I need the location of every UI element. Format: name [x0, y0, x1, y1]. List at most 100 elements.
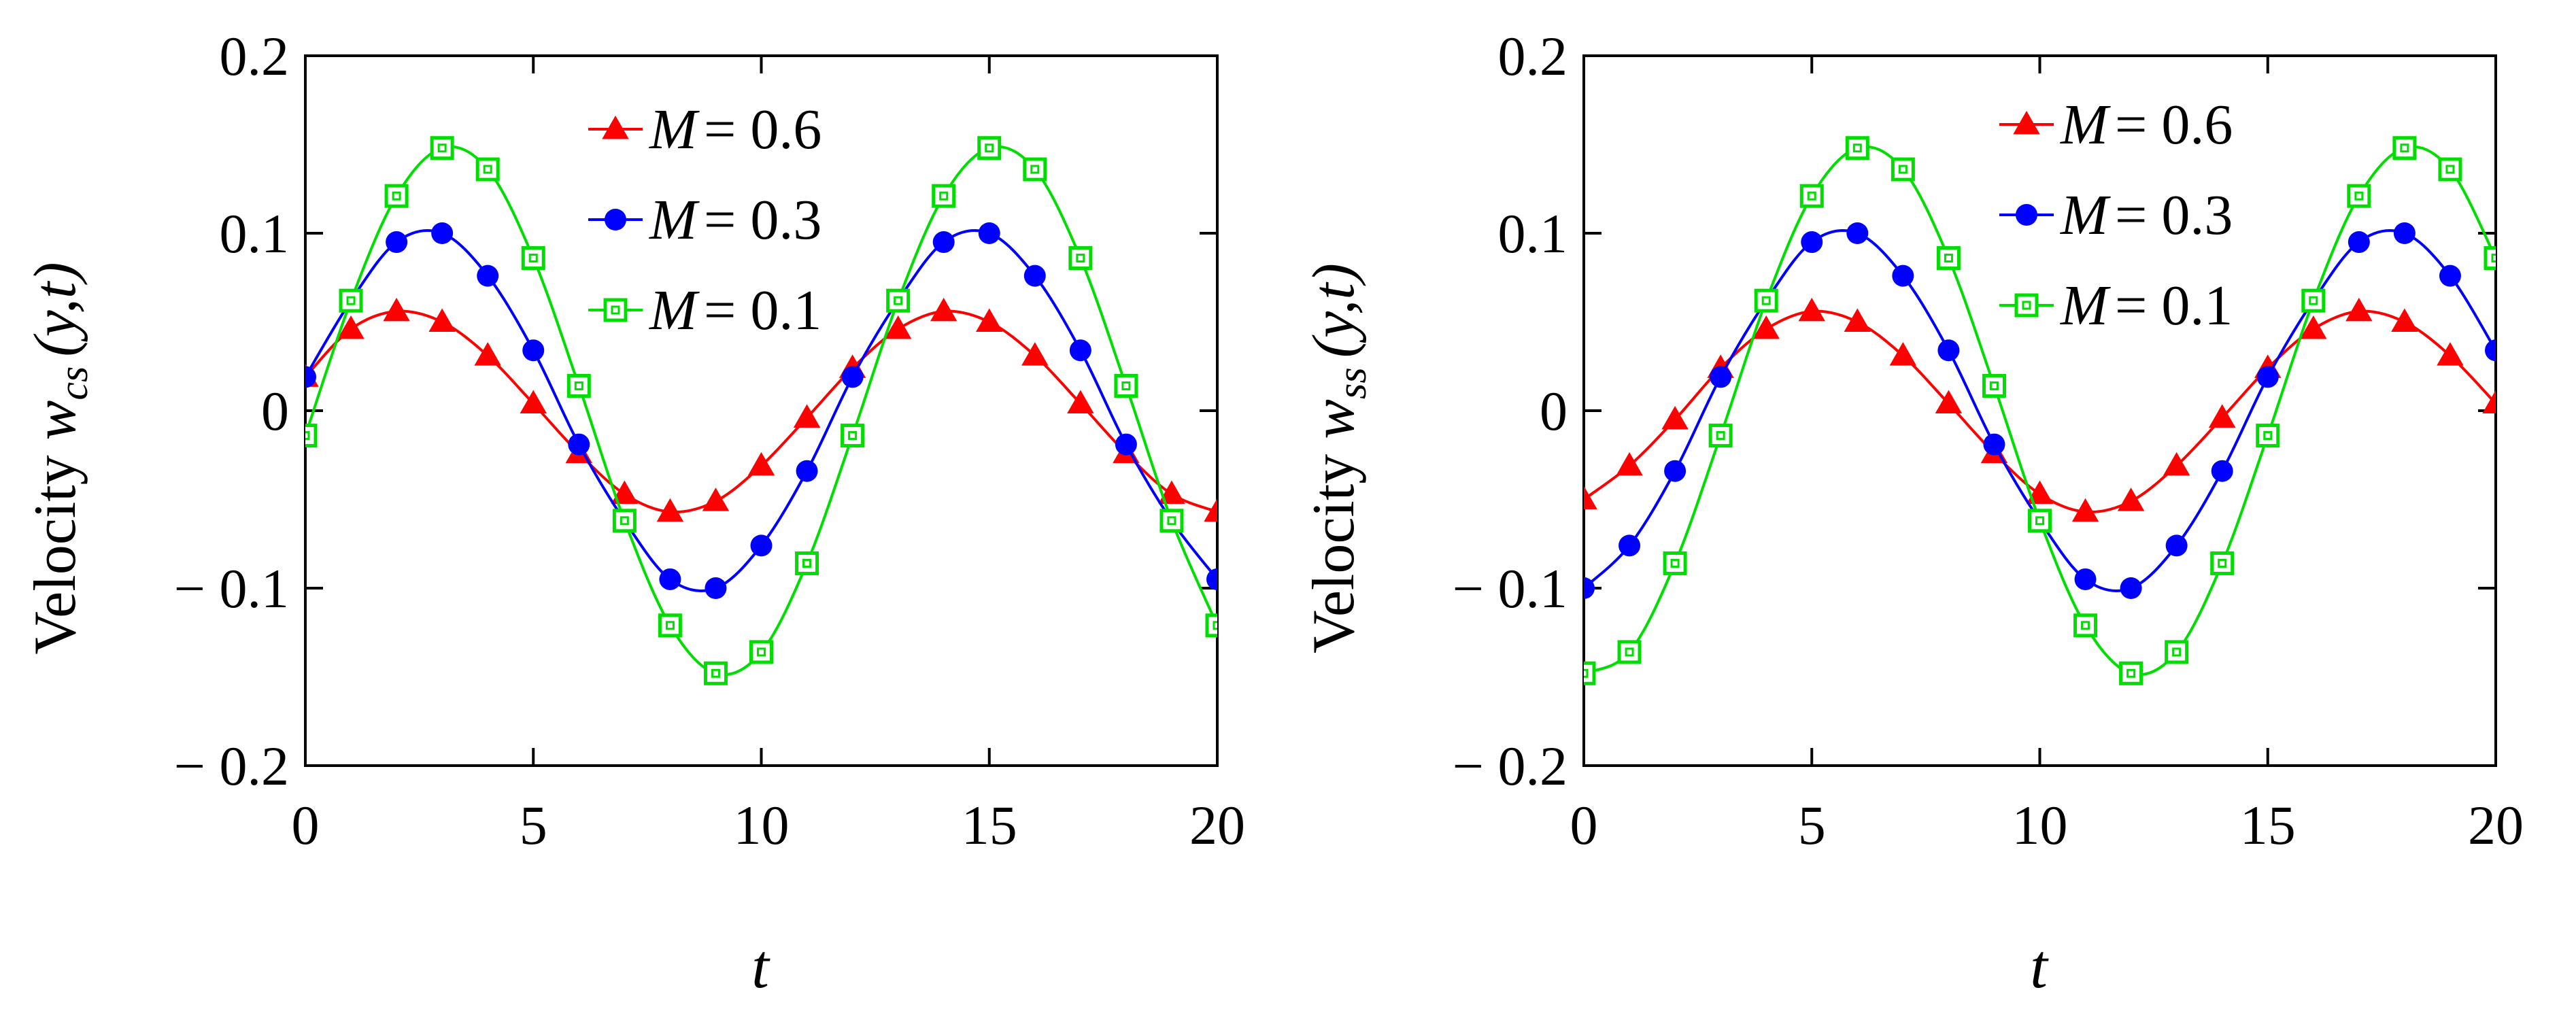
marker-point: [1619, 534, 1641, 557]
marker-point: [1584, 661, 1596, 685]
plot-frame: [1582, 54, 2497, 767]
marker-point: [886, 288, 911, 313]
legend-value: = 0.6: [704, 98, 821, 161]
marker-point: [658, 613, 682, 638]
marker-point: [793, 404, 821, 428]
y-tick-label: 0.2: [1498, 25, 1568, 87]
marker-point: [702, 488, 730, 511]
legend-symbol: M: [2060, 274, 2111, 337]
marker-point: [750, 534, 773, 557]
marker-point: [2263, 431, 2273, 441]
marker-point: [2165, 640, 2189, 664]
marker-point: [884, 315, 912, 339]
legend-label: M = 0.6: [649, 98, 821, 161]
marker-point: [386, 231, 408, 254]
marker-point: [2345, 297, 2373, 322]
marker-point: [605, 209, 626, 231]
x-tick-label: 5: [1798, 794, 1826, 856]
marker-point: [1625, 647, 1634, 657]
marker-point: [2117, 488, 2145, 511]
marker-point: [1944, 254, 1953, 263]
legend-label: M = 0.6: [2060, 93, 2233, 156]
marker-point: [2016, 204, 2037, 226]
marker-point: [1889, 342, 1917, 366]
marker-point: [749, 640, 773, 664]
marker-point: [437, 143, 447, 153]
marker-point: [528, 254, 538, 263]
marker-point: [611, 305, 620, 315]
marker-point: [977, 136, 1002, 160]
marker-point: [894, 296, 903, 305]
x-tick-label: 10: [734, 794, 790, 856]
marker-point: [2309, 296, 2318, 305]
marker-point: [1754, 288, 1778, 313]
x-tick-label: 15: [962, 794, 1017, 856]
y-axis-label: Velocity wcs (y,t): [22, 262, 96, 654]
legend-symbol: M: [2060, 184, 2111, 247]
marker-point: [2300, 315, 2327, 339]
marker-point: [939, 191, 949, 201]
marker-point: [795, 551, 819, 575]
marker-point: [2071, 498, 2099, 522]
marker-point: [346, 296, 356, 305]
marker-point: [1852, 143, 1862, 153]
marker-point: [603, 298, 628, 322]
legend-value: = 0.3: [704, 188, 821, 252]
y-tick-label: 0.1: [1498, 203, 1568, 264]
marker-point: [2022, 301, 2031, 310]
marker-point: [2392, 136, 2417, 160]
marker-point: [2439, 264, 2461, 287]
marker-point: [574, 381, 583, 390]
marker-point: [1761, 296, 1771, 305]
marker-point: [1159, 509, 1184, 533]
marker-point: [757, 647, 766, 657]
x-tick-label: 10: [2012, 794, 2068, 856]
marker-point: [612, 509, 637, 533]
legend-value: = 0.1: [2115, 274, 2233, 337]
marker-point: [1023, 157, 1047, 182]
legend-entry: M = 0.6: [1999, 93, 2233, 156]
marker-point: [1845, 136, 1869, 160]
marker-point: [932, 184, 956, 208]
marker-point: [2482, 390, 2496, 414]
marker-point: [2035, 516, 2044, 526]
marker-point: [711, 668, 720, 678]
marker-point: [339, 288, 363, 313]
marker-point: [2165, 534, 2188, 557]
series-line: [1584, 145, 2496, 677]
x-axis-label: t: [2030, 932, 2049, 1001]
marker-point: [1030, 165, 1040, 174]
y-axis-label-symbol: w: [22, 400, 88, 440]
x-tick-label: 15: [2240, 794, 2296, 856]
marker-point: [848, 431, 858, 441]
marker-point: [2210, 551, 2235, 575]
marker-point: [2014, 293, 2039, 318]
marker-point: [976, 308, 1003, 332]
legend-entry: M = 0.3: [588, 188, 821, 252]
marker-point: [566, 373, 591, 398]
marker-point: [1068, 246, 1093, 271]
marker-point: [703, 661, 728, 685]
marker-point: [430, 136, 454, 160]
legend-value: = 0.3: [2115, 184, 2233, 247]
marker-point: [2081, 621, 2090, 630]
marker-point: [305, 431, 310, 441]
x-tick-label: 20: [1189, 794, 1245, 856]
x-tick-label: 0: [292, 794, 320, 856]
marker-point: [2208, 404, 2236, 428]
marker-point: [2074, 568, 2097, 590]
x-tick-label: 0: [1570, 794, 1598, 856]
marker-point: [305, 424, 318, 448]
marker-point: [475, 157, 500, 182]
marker-point: [521, 246, 545, 271]
marker-point: [1807, 191, 1816, 201]
marker-point: [2354, 191, 2364, 201]
marker-point: [1846, 222, 1869, 244]
marker-point: [2026, 480, 2054, 505]
marker-point: [2119, 661, 2143, 685]
marker-point: [802, 558, 812, 568]
marker-point: [1983, 433, 2005, 456]
marker-point: [1670, 558, 1680, 568]
legend-symbol: M: [649, 279, 700, 342]
marker-point: [2438, 157, 2462, 182]
